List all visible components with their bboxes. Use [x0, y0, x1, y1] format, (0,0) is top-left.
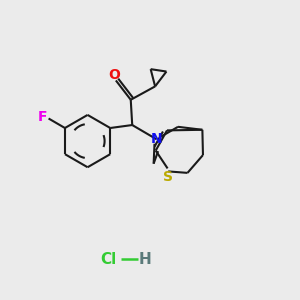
- Text: N: N: [151, 132, 162, 146]
- Text: S: S: [163, 170, 172, 184]
- Text: O: O: [109, 68, 120, 82]
- Text: F: F: [37, 110, 47, 124]
- Text: H: H: [138, 253, 151, 268]
- Text: Cl: Cl: [100, 253, 116, 268]
